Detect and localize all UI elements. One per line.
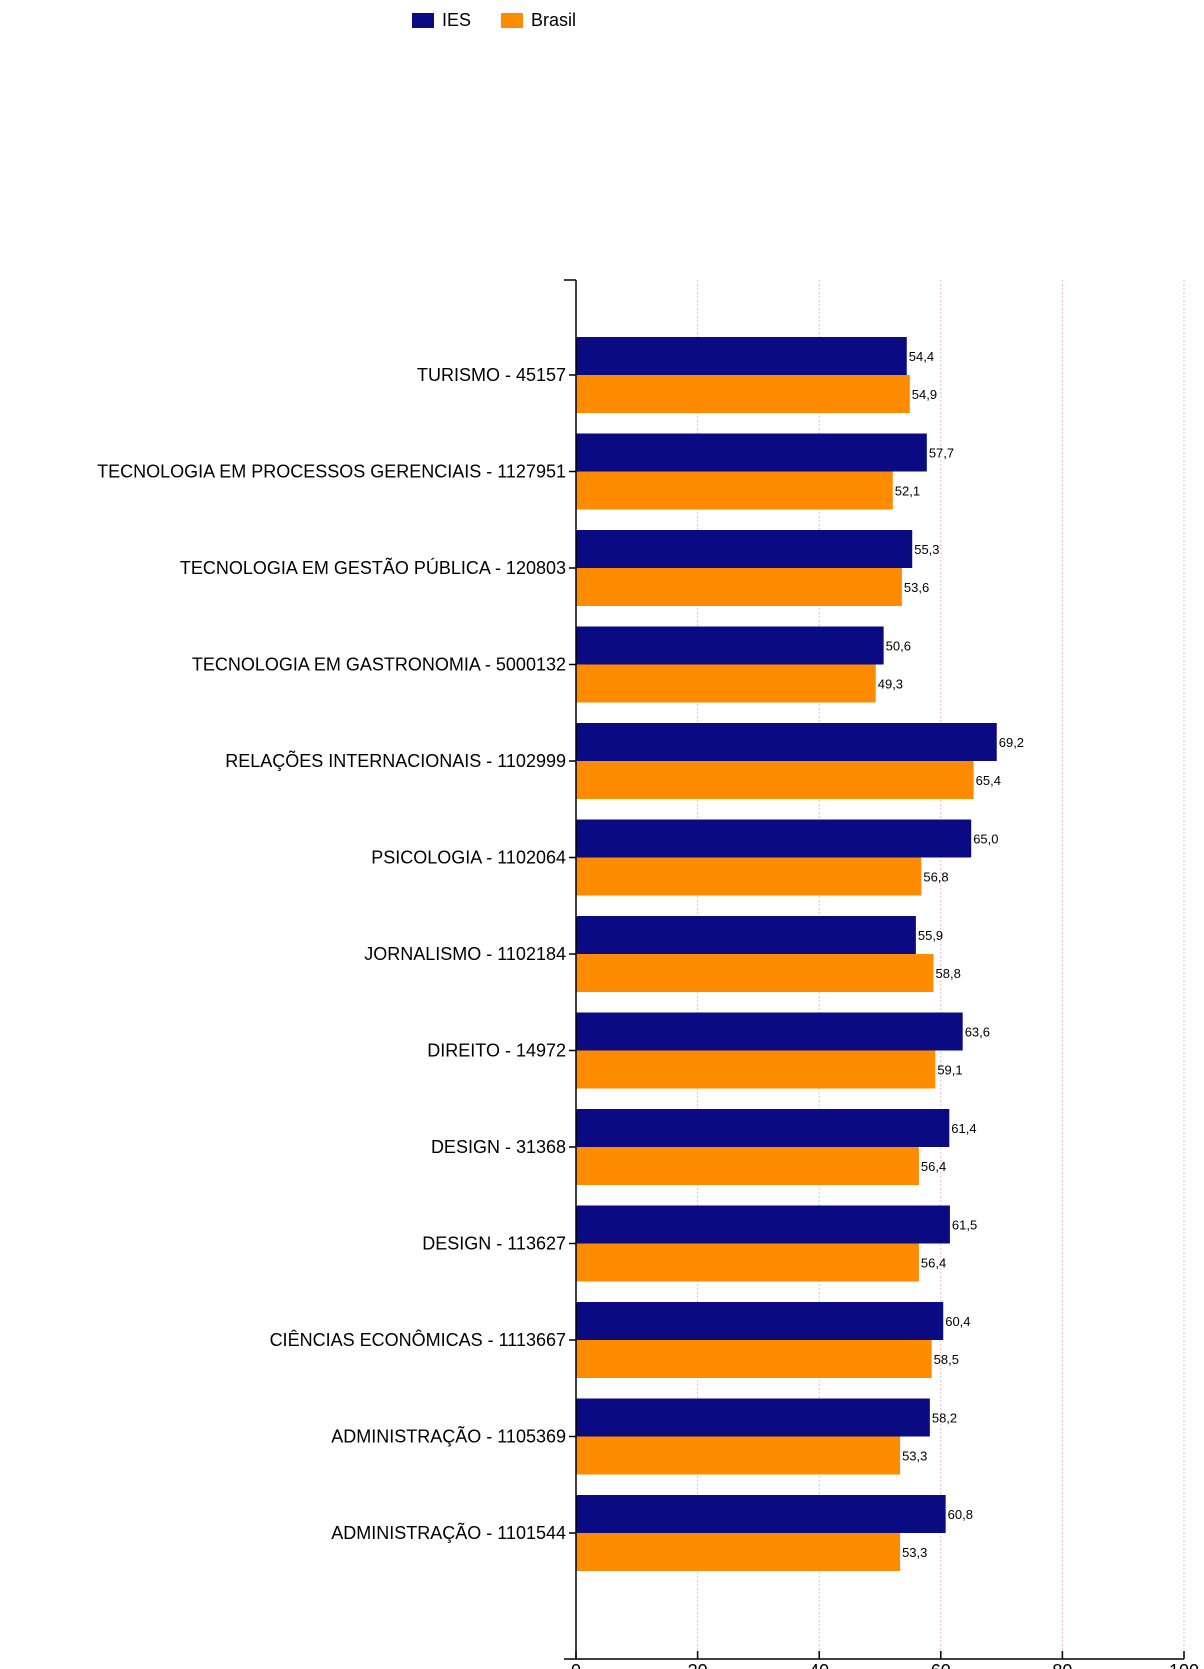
bar-ies-3[interactable] <box>576 626 884 665</box>
x-tick-label-80: 80 <box>1052 1661 1072 1669</box>
data-label-ies-3: 50,6 <box>886 639 911 654</box>
bar-ies-5[interactable] <box>576 819 972 858</box>
data-label-brasil-7: 59,1 <box>937 1063 962 1078</box>
data-label-brasil-5: 56,8 <box>923 870 948 885</box>
bar-ies-9[interactable] <box>576 1205 950 1244</box>
bar-brasil-8[interactable] <box>576 1147 919 1185</box>
x-tick-label-60: 60 <box>931 1661 951 1669</box>
category-label-9: DESIGN - 113627 <box>422 1234 566 1254</box>
x-tick-label-40: 40 <box>809 1661 829 1669</box>
legend-label-brasil: Brasil <box>531 10 577 30</box>
data-label-ies-7: 63,6 <box>965 1025 990 1040</box>
data-label-ies-8: 61,4 <box>951 1121 976 1136</box>
x-tick-label-20: 20 <box>688 1661 708 1669</box>
bar-ies-7[interactable] <box>576 1012 963 1051</box>
data-label-brasil-0: 54,9 <box>912 387 937 402</box>
bar-brasil-12[interactable] <box>576 1533 901 1571</box>
bar-brasil-9[interactable] <box>576 1243 919 1282</box>
bar-ies-0[interactable] <box>576 337 907 375</box>
data-label-ies-0: 54,4 <box>909 349 934 364</box>
category-label-0: TURISMO - 45157 <box>417 365 566 385</box>
bar-ies-10[interactable] <box>576 1302 944 1340</box>
bar-ies-1[interactable] <box>576 433 927 472</box>
data-label-ies-9: 61,5 <box>952 1218 977 1233</box>
category-label-2: TECNOLOGIA EM GESTÃO PÚBLICA - 120803 <box>180 557 566 578</box>
category-label-10: CIÊNCIAS ECONÔMICAS - 1113667 <box>270 1329 566 1350</box>
category-label-11: ADMINISTRAÇÃO - 1105369 <box>331 1426 566 1447</box>
category-label-12: ADMINISTRAÇÃO - 1101544 <box>331 1522 566 1543</box>
bar-ies-8[interactable] <box>576 1109 950 1147</box>
bar-brasil-10[interactable] <box>576 1340 932 1378</box>
legend-swatch-brasil <box>501 13 524 28</box>
bar-ies-6[interactable] <box>576 916 916 954</box>
bar-brasil-11[interactable] <box>576 1436 901 1475</box>
bar-brasil-5[interactable] <box>576 857 922 896</box>
data-label-ies-2: 55,3 <box>914 542 939 557</box>
data-label-brasil-8: 56,4 <box>921 1159 946 1174</box>
category-label-8: DESIGN - 31368 <box>431 1137 566 1157</box>
bar-brasil-3[interactable] <box>576 664 876 703</box>
data-label-brasil-2: 53,6 <box>904 580 929 595</box>
category-label-3: TECNOLOGIA EM GASTRONOMIA - 5000132 <box>192 655 566 675</box>
category-label-4: RELAÇÕES INTERNACIONAIS - 1102999 <box>225 750 566 771</box>
category-label-7: DIREITO - 14972 <box>427 1041 566 1061</box>
data-label-brasil-3: 49,3 <box>878 677 903 692</box>
data-label-ies-12: 60,8 <box>948 1507 973 1522</box>
category-label-5: PSICOLOGIA - 1102064 <box>371 848 566 868</box>
bar-brasil-4[interactable] <box>576 761 974 799</box>
data-label-brasil-4: 65,4 <box>976 773 1001 788</box>
bar-ies-11[interactable] <box>576 1398 930 1437</box>
data-label-brasil-11: 53,3 <box>902 1449 927 1464</box>
data-label-ies-4: 69,2 <box>999 735 1024 750</box>
data-label-brasil-6: 58,8 <box>936 966 961 981</box>
bar-ies-12[interactable] <box>576 1495 946 1533</box>
bar-brasil-0[interactable] <box>576 375 910 413</box>
x-tick-label-100: 100 <box>1169 1661 1199 1669</box>
bar-ies-4[interactable] <box>576 723 997 761</box>
category-label-1: TECNOLOGIA EM PROCESSOS GERENCIAIS - 112… <box>97 462 566 482</box>
data-label-brasil-12: 53,3 <box>902 1545 927 1560</box>
data-label-brasil-1: 52,1 <box>895 484 920 499</box>
data-label-ies-1: 57,7 <box>929 446 954 461</box>
data-label-brasil-9: 56,4 <box>921 1256 946 1271</box>
category-label-6: JORNALISMO - 1102184 <box>364 944 566 964</box>
data-label-ies-6: 55,9 <box>918 928 943 943</box>
legend-item-brasil[interactable]: Brasil <box>501 10 576 31</box>
bar-brasil-6[interactable] <box>576 954 934 992</box>
data-label-ies-11: 58,2 <box>932 1411 957 1426</box>
bar-brasil-2[interactable] <box>576 568 902 606</box>
data-label-ies-10: 60,4 <box>945 1314 970 1329</box>
bar-brasil-1[interactable] <box>576 471 893 510</box>
bar-brasil-7[interactable] <box>576 1050 936 1089</box>
legend-item-ies[interactable]: IES <box>412 10 471 31</box>
data-label-brasil-10: 58,5 <box>934 1352 959 1367</box>
x-tick-label-0: 0 <box>571 1661 581 1669</box>
data-label-ies-5: 65,0 <box>973 832 998 847</box>
bar-ies-2[interactable] <box>576 530 913 568</box>
legend-label-ies: IES <box>442 10 472 30</box>
legend: IES Brasil <box>412 10 576 31</box>
legend-swatch-ies <box>412 13 434 28</box>
